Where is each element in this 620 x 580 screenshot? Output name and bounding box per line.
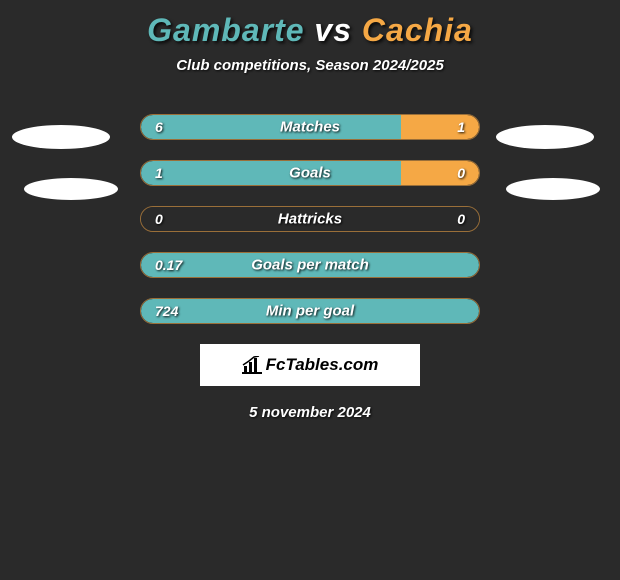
decor-ellipse-left-bottom: [24, 178, 118, 200]
source-logo: FcTables.com: [200, 344, 420, 386]
logo-text: FcTables.com: [266, 355, 379, 375]
stat-value-left: 724: [155, 303, 178, 319]
stat-label: Goals: [289, 165, 331, 182]
decor-ellipse-right-top: [496, 125, 594, 149]
decor-ellipse-right-bottom: [506, 178, 600, 200]
stat-label: Min per goal: [266, 303, 354, 320]
page-title: Gambarte vs Cachia: [0, 0, 620, 49]
subtitle: Club competitions, Season 2024/2025: [0, 57, 620, 74]
stat-value-left: 0: [155, 211, 163, 227]
stat-value-right: 1: [457, 119, 465, 135]
stat-fill-right: [401, 161, 479, 185]
stat-row: 724 Min per goal: [140, 298, 480, 324]
stat-row: 0 0 Hattricks: [140, 206, 480, 232]
stat-fill-right: [401, 115, 479, 139]
stat-fill-left: [141, 161, 401, 185]
stat-row: 1 0 Goals: [140, 160, 480, 186]
stat-row: 6 1 Matches: [140, 114, 480, 140]
stat-row: 0.17 Goals per match: [140, 252, 480, 278]
stat-value-left: 6: [155, 119, 163, 135]
player-right-name: Cachia: [362, 12, 473, 48]
stats-bars: 6 1 Matches 1 0 Goals 0 0 Hattricks 0.17 Goals per…: [140, 114, 480, 324]
stat-value-right: 0: [457, 165, 465, 181]
stat-label: Matches: [280, 119, 340, 136]
stat-value-left: 1: [155, 165, 163, 181]
date-text: 5 november 2024: [0, 404, 620, 421]
stat-value-left: 0.17: [155, 257, 182, 273]
stat-fill-left: [141, 115, 401, 139]
stat-value-right: 0: [457, 211, 465, 227]
comparison-infographic: Gambarte vs Cachia Club competitions, Se…: [0, 0, 620, 580]
stat-label: Goals per match: [251, 257, 369, 274]
chart-icon: [242, 356, 262, 374]
player-left-name: Gambarte: [147, 12, 304, 48]
decor-ellipse-left-top: [12, 125, 110, 149]
title-vs: vs: [305, 12, 362, 48]
stat-label: Hattricks: [278, 211, 342, 228]
